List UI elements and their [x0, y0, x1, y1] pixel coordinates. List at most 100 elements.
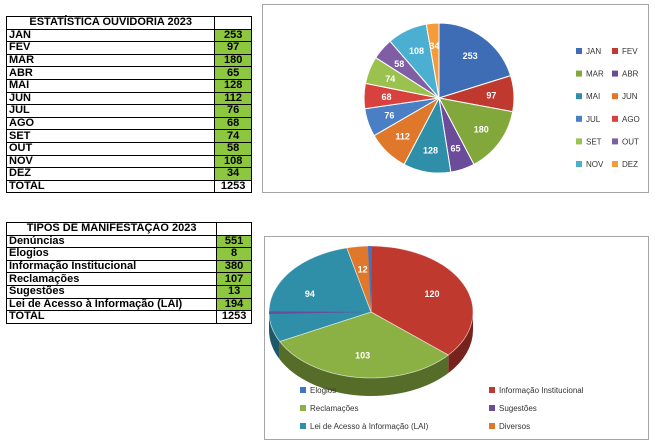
slice-label: 103: [355, 351, 370, 361]
row-value: 194: [216, 297, 252, 312]
row-label: NOV: [5, 154, 216, 169]
legend-swatch: [612, 70, 618, 77]
table-row: Reclamações 107: [5, 272, 252, 286]
legend-swatch: [489, 423, 495, 429]
slice-label: 65: [451, 143, 461, 153]
types-table: TIPOS DE MANIFESTAÇAO 2023 Denúncias 551 El…: [5, 222, 252, 324]
table-row: MAR 180: [5, 53, 252, 68]
legend-label: SET: [586, 137, 602, 146]
legend-swatch: [300, 405, 306, 411]
legend-label: AGO: [622, 115, 640, 124]
table-row: DEZ 34: [5, 167, 252, 181]
legend-swatch: [612, 115, 618, 122]
slice-label: 68: [382, 92, 392, 102]
row-value: 112: [214, 91, 252, 106]
row-label: AGO: [5, 116, 216, 131]
legend-label: FEV: [622, 47, 638, 56]
slice-label: 34: [430, 41, 440, 51]
row-label: JUL: [5, 104, 216, 118]
legend-label: Reclamações: [310, 404, 358, 413]
legend-label: Lei de Acesso à Informação (LAI): [310, 422, 429, 431]
legend-label: Elogios: [310, 386, 336, 395]
row-value: 128: [214, 78, 252, 93]
pie-slice-mar: [438, 97, 514, 166]
row-label: JAN: [5, 28, 216, 43]
total-value: 1253: [214, 179, 252, 194]
types_table-title: TIPOS DE MANIFESTAÇAO 2023: [5, 222, 218, 236]
row-value: 180: [214, 53, 252, 68]
row-label: Informação Institucional: [5, 259, 218, 274]
pie-slice-4: [268, 247, 372, 342]
row-label: OUT: [5, 141, 216, 156]
row-value: 68: [214, 116, 252, 131]
legend-label: ABR: [622, 70, 639, 79]
slice-label: 112: [395, 131, 410, 141]
types-chart-panel: 120 103 94 12 Elogios Informação Instituciona…: [264, 236, 649, 440]
legend-label: MAR: [586, 70, 604, 79]
row-label: JUN: [5, 91, 216, 106]
pie-side-1: [448, 312, 473, 374]
slice-label: 58: [394, 59, 404, 69]
legend-swatch: [612, 93, 618, 100]
pie-slice-dez: [425, 22, 440, 99]
legend-swatch: [576, 115, 582, 122]
total-row: TOTAL 1253: [5, 310, 252, 324]
table-row: Informação Institucional 380: [5, 259, 252, 274]
total-label: TOTAL: [5, 310, 218, 324]
row-label: Elogios: [5, 247, 218, 261]
pie-slice-2: [279, 311, 450, 379]
legend-label: Informação Institucional: [499, 386, 584, 395]
monthly_table-title: ESTATÍSTICA OUVIDORIA 2023: [5, 16, 216, 30]
slice-label: 120: [425, 289, 440, 299]
slice-label: 12: [358, 264, 368, 274]
table-row: JAN 253: [5, 28, 252, 43]
table-row: Lei de Acesso à Informação (LAI) 194: [5, 297, 252, 312]
legend-label: Sugestões: [499, 404, 537, 413]
row-value: 76: [214, 104, 252, 118]
table-row: Sugestões 13: [5, 284, 252, 299]
row-value: 108: [214, 154, 252, 169]
types-pie-chart: 120 103 94 12 Elogios Informação Instituciona…: [268, 245, 584, 431]
legend-label: JUN: [622, 92, 638, 101]
pie-slice-5: [346, 245, 372, 313]
row-label: Sugestões: [5, 284, 218, 299]
legend-swatch: [576, 161, 582, 167]
monthly-chart-panel: 253 97 180 65 128 112 76 68 74 58 108 34 JAN FEV MAR AB…: [262, 4, 649, 193]
row-value: 107: [216, 272, 252, 286]
row-label: DEZ: [5, 167, 216, 181]
row-label: MAI: [5, 78, 216, 93]
legend-label: DEZ: [622, 160, 638, 169]
slice-label: 74: [385, 74, 395, 84]
row-value: 551: [216, 234, 252, 249]
pie-slice-jan: [438, 22, 512, 99]
row-value: 97: [214, 41, 252, 55]
legend-label: OUT: [622, 137, 639, 146]
legend-label: NOV: [586, 160, 604, 169]
legend-label: JAN: [586, 47, 601, 56]
monthly-table: ESTATÍSTICA OUVIDORIA 2023 JAN 253 FEV 97 MAR…: [5, 16, 252, 194]
table-row: JUN 112: [5, 91, 252, 106]
table-row: SET 74: [5, 129, 252, 143]
slice-label: 253: [463, 51, 478, 61]
legend-swatch: [612, 161, 618, 167]
legend-swatch: [576, 48, 582, 54]
monthly_table-title-blank: [214, 16, 252, 30]
slice-label: 108: [409, 46, 424, 56]
row-value: 74: [214, 129, 252, 143]
row-value: 34: [214, 167, 252, 181]
legend-swatch: [576, 138, 582, 145]
legend-label: Diversos: [499, 422, 530, 431]
pie-sliver-0: [367, 246, 373, 312]
legend-swatch: [489, 387, 495, 393]
legend-swatch: [612, 138, 618, 145]
slice-label: 180: [474, 125, 489, 135]
slice-label: 97: [486, 90, 496, 100]
pie-slice-1: [369, 245, 474, 356]
table-row: MAI 128: [5, 78, 252, 93]
row-label: Lei de Acesso à Informação (LAI): [5, 297, 218, 312]
table-row: Denúncias 551: [5, 234, 252, 249]
legend-swatch: [300, 423, 306, 429]
legend-swatch: [612, 48, 618, 54]
legend-label: MAI: [586, 92, 600, 101]
